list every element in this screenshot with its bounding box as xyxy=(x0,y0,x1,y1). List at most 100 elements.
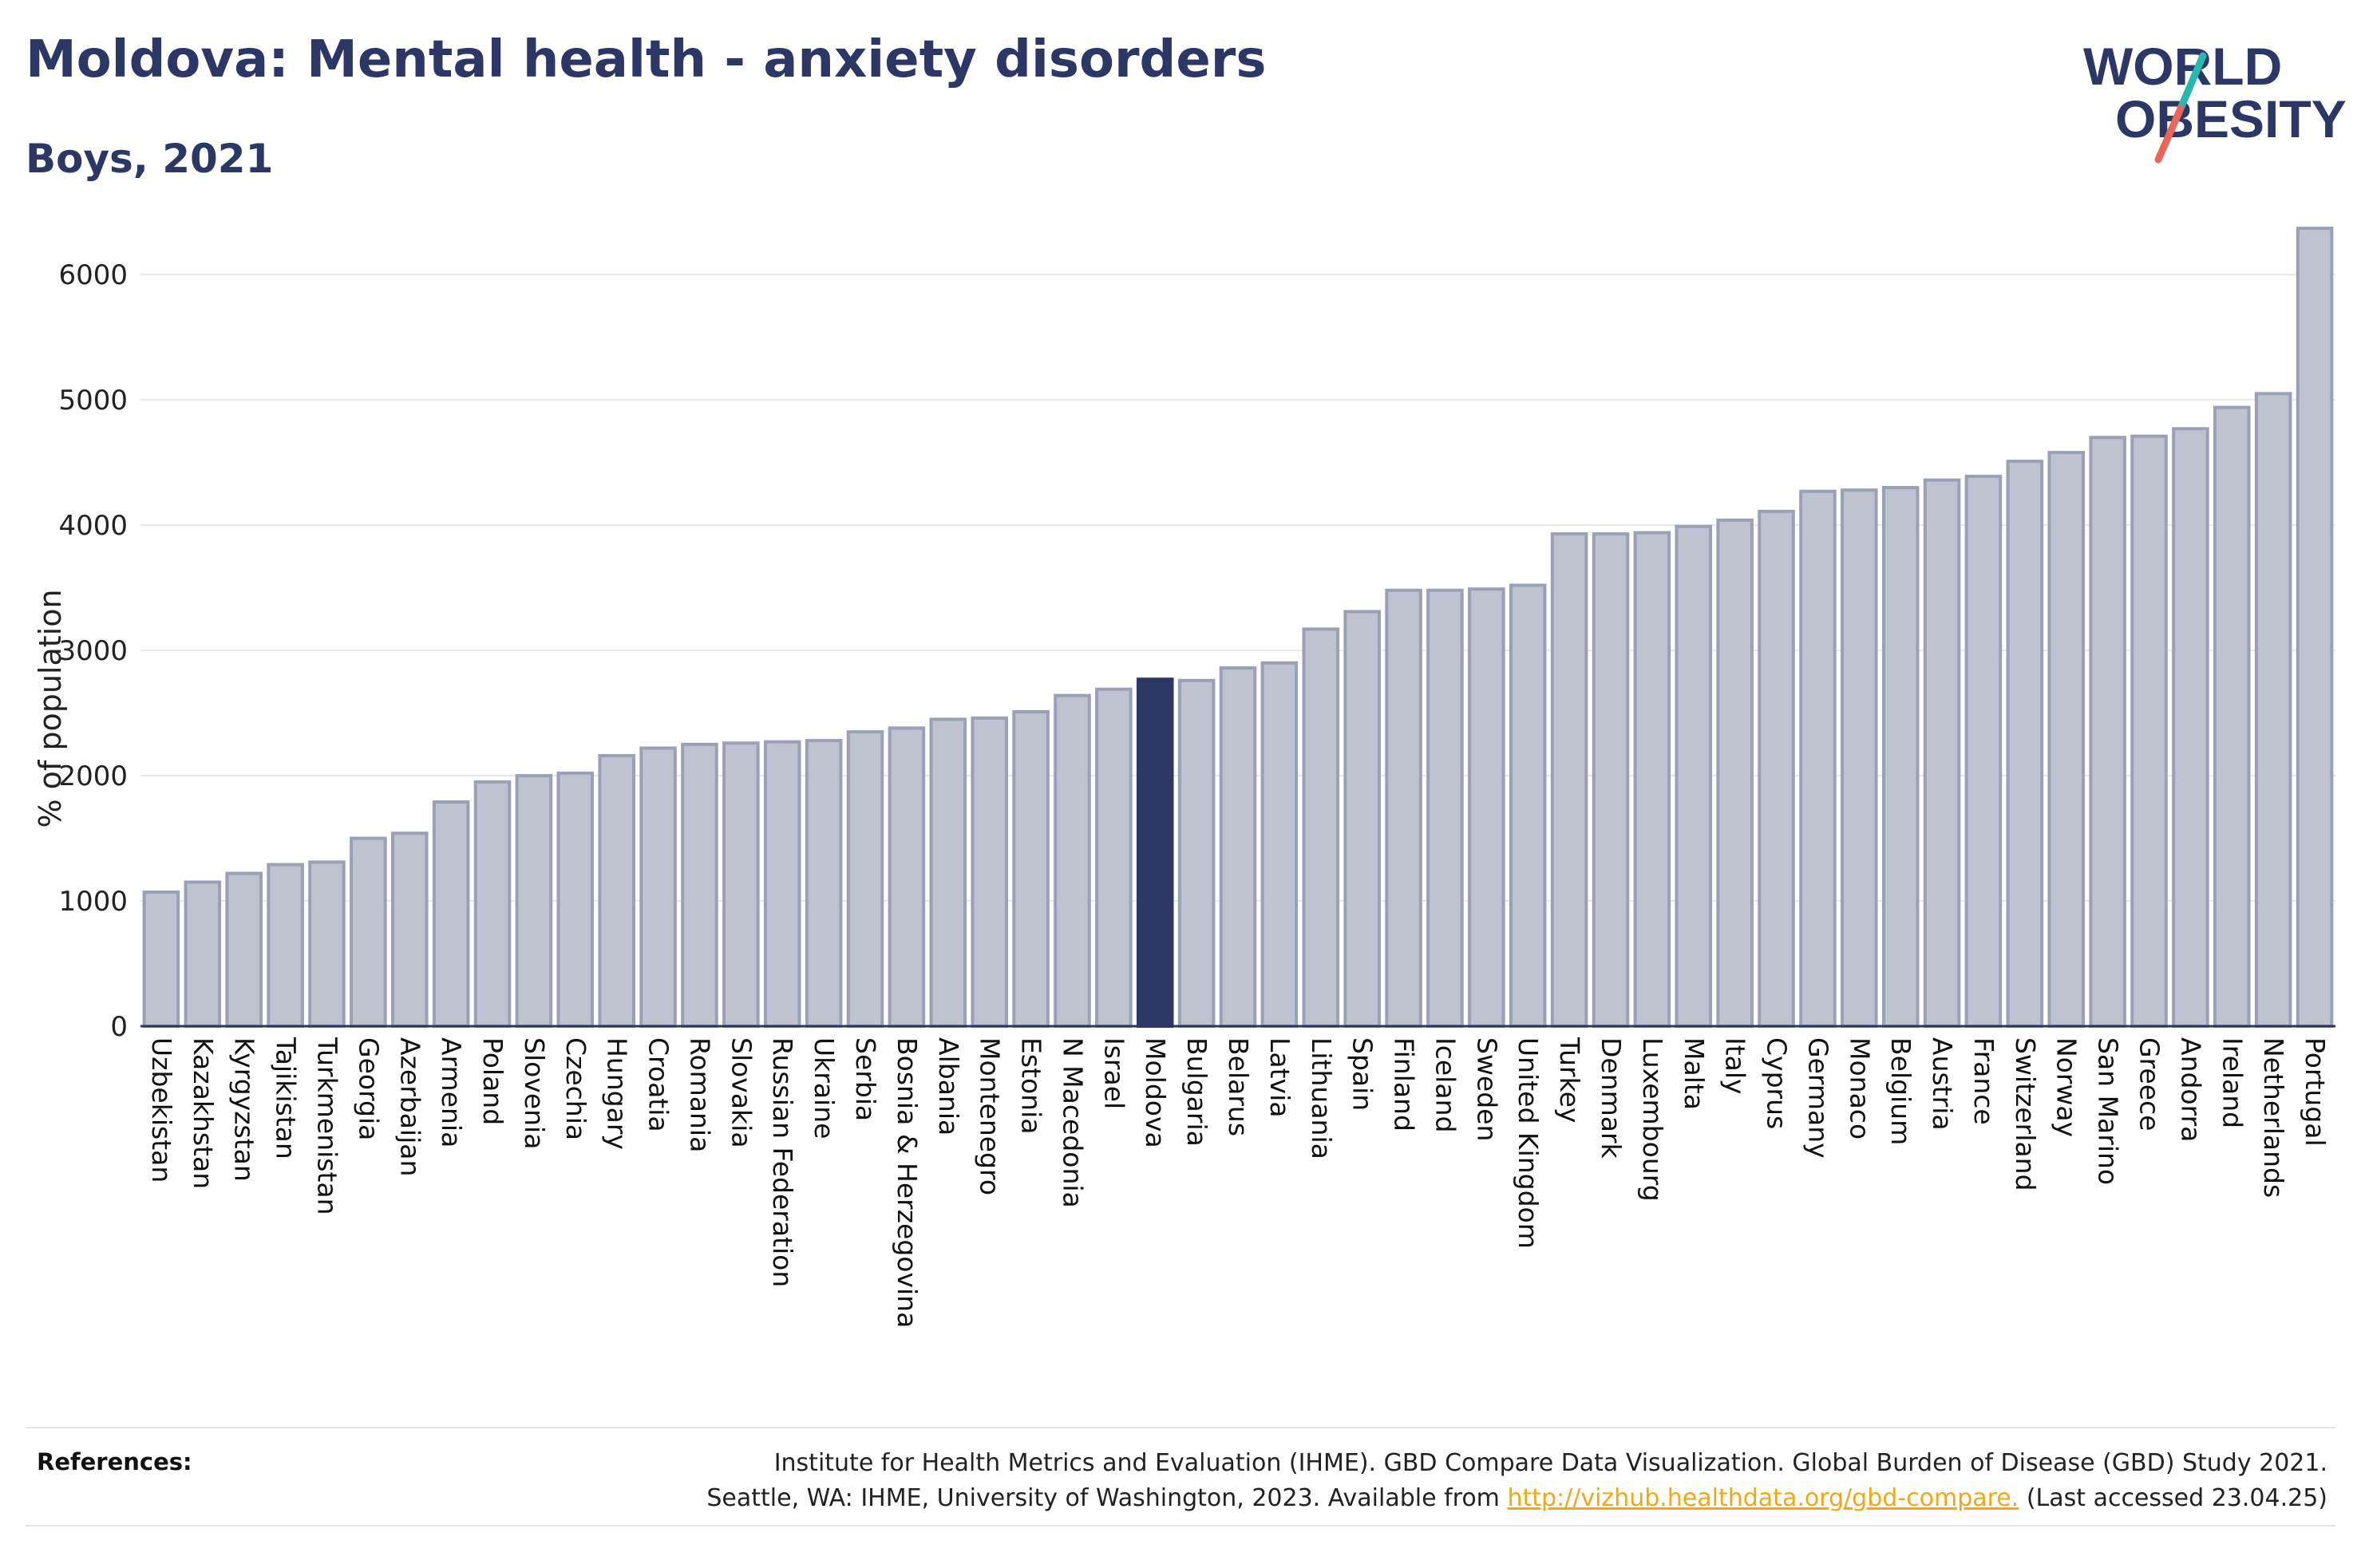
x-tick-label: Kyrgyzstan xyxy=(229,1037,260,1182)
bar-germany xyxy=(1799,489,1837,1028)
bar-israel xyxy=(1095,687,1133,1028)
x-tick-label: Ukraine xyxy=(809,1037,840,1139)
bar-bulgaria xyxy=(1177,678,1216,1028)
logo-slash-bottom xyxy=(2154,105,2185,164)
x-tick-label: Tajikistan xyxy=(271,1037,302,1159)
x-tick-label: Turkey xyxy=(1554,1037,1585,1123)
bar-sweden xyxy=(1468,587,1505,1028)
bar-croatia xyxy=(639,746,677,1028)
x-tick-label: Norway xyxy=(2051,1037,2082,1137)
bar-ireland xyxy=(2213,405,2251,1028)
x-tick-label: Georgia xyxy=(353,1037,384,1140)
bar-monaco xyxy=(1841,488,1878,1028)
bar-latvia xyxy=(1260,661,1299,1029)
x-tick-label: Albania xyxy=(933,1037,964,1136)
bar-serbia xyxy=(846,730,884,1028)
y-tick-label: 0 xyxy=(110,1011,128,1043)
bar-belarus xyxy=(1219,666,1257,1028)
x-tick-label: Spain xyxy=(1347,1037,1378,1111)
bar-armenia xyxy=(432,800,470,1028)
references-label: References: xyxy=(37,1448,192,1475)
x-tick-label: Serbia xyxy=(850,1037,881,1121)
bar-malta xyxy=(1675,524,1713,1028)
references-link[interactable]: http://vizhub.healthdata.org/gbd-compare… xyxy=(1507,1484,2019,1512)
bar-italy xyxy=(1716,518,1754,1028)
bar-tajikistan xyxy=(267,863,304,1028)
x-tick-label: Luxembourg xyxy=(1637,1037,1668,1202)
x-tick-label: Turkmenistan xyxy=(311,1037,342,1215)
bar-finland xyxy=(1385,588,1422,1028)
bar-montenegro xyxy=(971,716,1008,1028)
x-tick-label: Belgium xyxy=(1885,1037,1916,1145)
x-tick-label: Belarus xyxy=(1223,1037,1254,1136)
y-tick-label: 3000 xyxy=(58,635,128,667)
x-tick-label: Poland xyxy=(477,1037,508,1125)
bar-belgium xyxy=(1881,486,1920,1028)
references-line-2-suffix: (Last accessed 23.04.25) xyxy=(2019,1484,2327,1512)
x-tick-label: Azerbaijan xyxy=(394,1037,425,1176)
x-tick-label: Finland xyxy=(1389,1037,1420,1132)
bar-cyprus xyxy=(1758,509,1795,1028)
bar-slovakia xyxy=(722,741,760,1028)
x-tick-label: Russian Federation xyxy=(767,1037,798,1287)
x-tick-label: San Marino xyxy=(2093,1037,2124,1185)
bar-n-macedonia xyxy=(1054,693,1091,1028)
references-divider-bottom xyxy=(26,1525,2335,1527)
bar-denmark xyxy=(1592,532,1630,1028)
x-tick-label: Bulgaria xyxy=(1181,1037,1212,1147)
x-tick-label: Iceland xyxy=(1430,1037,1461,1132)
x-tick-label: Malta xyxy=(1679,1037,1710,1110)
bar-netherlands xyxy=(2254,392,2292,1028)
references-line-2: Seattle, WA: IHME, University of Washing… xyxy=(706,1481,2327,1516)
x-tick-label: Netherlands xyxy=(2258,1037,2289,1198)
x-tick-label: Bosnia & Herzegovina xyxy=(892,1037,923,1328)
x-tick-label: Germany xyxy=(1802,1037,1833,1159)
bar-kazakhstan xyxy=(184,880,222,1029)
bar-kyrgyzstan xyxy=(225,871,263,1028)
x-tick-label: Denmark xyxy=(1596,1037,1627,1159)
x-tick-label: Cyprus xyxy=(1762,1037,1793,1129)
y-tick-label: 2000 xyxy=(58,760,128,792)
x-tick-label: Kazakhstan xyxy=(188,1037,219,1189)
bar-slovenia xyxy=(515,774,553,1028)
x-tick-label: Uzbekistan xyxy=(146,1037,177,1183)
y-tick-label: 5000 xyxy=(58,385,128,417)
bar-portugal xyxy=(2296,227,2334,1028)
bar-france xyxy=(1964,474,2003,1028)
bar-spain xyxy=(1343,610,1381,1028)
bar-georgia xyxy=(350,836,387,1028)
bar-bosnia-herzegovina xyxy=(888,726,926,1028)
bar-hungary xyxy=(598,753,635,1028)
bar-turkey xyxy=(1550,532,1588,1028)
bar-united-kingdom xyxy=(1509,583,1547,1028)
bar-romania xyxy=(681,742,718,1028)
x-tick-label: N Macedonia xyxy=(1057,1037,1088,1208)
x-tick-label: Portugal xyxy=(2300,1037,2331,1147)
references-line-1: Institute for Health Metrics and Evaluat… xyxy=(773,1449,2327,1477)
bar-austria xyxy=(1923,478,1961,1028)
y-tick-label: 4000 xyxy=(58,510,128,542)
x-tick-label: Andorra xyxy=(2175,1037,2206,1142)
x-tick-label: Ireland xyxy=(2217,1037,2248,1128)
x-tick-label: United Kingdom xyxy=(1513,1037,1544,1249)
chart-subtitle: Boys, 2021 xyxy=(26,136,274,182)
y-tick-label: 1000 xyxy=(58,886,128,918)
chart-title: Moldova: Mental health - anxiety disorde… xyxy=(26,30,1267,89)
bar-russian-federation xyxy=(763,740,801,1028)
x-tick-label: Austria xyxy=(1927,1037,1958,1131)
bar-estonia xyxy=(1012,710,1050,1028)
x-tick-label: Switzerland xyxy=(2010,1037,2041,1191)
logo-word-world: WORLD xyxy=(2083,37,2282,96)
x-tick-label: Croatia xyxy=(643,1037,674,1132)
x-tick-label: Latvia xyxy=(1264,1037,1295,1117)
bar-greece xyxy=(2130,434,2168,1028)
x-tick-label: Sweden xyxy=(1471,1037,1502,1141)
bar-azerbaijan xyxy=(390,831,429,1029)
x-tick-label: Armenia xyxy=(436,1037,467,1147)
x-tick-label: Romania xyxy=(684,1037,715,1152)
bar-luxembourg xyxy=(1633,531,1671,1028)
x-tick-label: Italy xyxy=(1720,1037,1751,1095)
x-tick-label: Slovakia xyxy=(726,1037,757,1148)
y-axis-title: % of population xyxy=(33,589,68,827)
bar-norway xyxy=(2047,451,2086,1028)
